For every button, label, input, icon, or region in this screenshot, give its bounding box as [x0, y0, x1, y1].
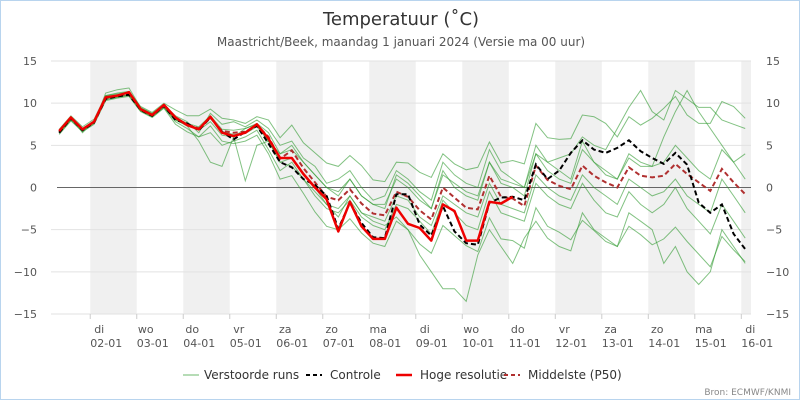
x-tick-date: 12-01 [555, 337, 587, 350]
x-tick-date: 13-01 [602, 337, 634, 350]
y-axis-right: 15 10 5 0 −5 −10 −15 [766, 55, 789, 321]
legend: Verstoorde runs Controle Hoge resolutie … [183, 368, 622, 382]
y-tick-label-right: −5 [766, 224, 782, 237]
source-credit: Bron: ECMWF/KNMI [704, 388, 791, 398]
x-tick-day: za [279, 323, 292, 336]
x-tick-date: 08-01 [369, 337, 401, 350]
x-tick-day: ma [370, 323, 387, 336]
x-tick-date: 03-01 [137, 337, 169, 350]
y-tick-label-left: 0 [30, 182, 37, 195]
x-tick-date: 16-01 [741, 337, 773, 350]
controle-line [58, 93, 746, 250]
y-tick-label-left: −10 [14, 266, 37, 279]
x-tick-day: wo [463, 323, 479, 336]
x-tick-date: 05-01 [230, 337, 262, 350]
x-tick-day: di [420, 323, 430, 336]
x-tick-day: za [605, 323, 618, 336]
x-axis: di02-01wo03-01do04-01vr05-01za06-01zo07-… [89, 314, 773, 350]
y-tick-label-left: 10 [23, 97, 37, 110]
x-tick-day: di [94, 323, 104, 336]
chart-title: Temperatuur (˚C) [322, 9, 479, 30]
y-tick-label-right: −10 [766, 266, 789, 279]
legend-label-p50[interactable]: Middelste (P50) [528, 368, 622, 382]
y-tick-label-left: −5 [21, 224, 37, 237]
legend-label-ensemble[interactable]: Verstoorde runs [204, 368, 299, 382]
y-tick-label-right: 10 [766, 97, 780, 110]
x-tick-day: vr [559, 323, 571, 336]
x-tick-date: 04-01 [183, 337, 215, 350]
y-tick-label-right: −15 [766, 308, 789, 321]
legend-label-hoge-resolutie[interactable]: Hoge resolutie [420, 368, 507, 382]
y-axis-left: 15 10 5 0 −5 −10 −15 [14, 55, 37, 321]
y-tick-label-right: 5 [766, 139, 773, 152]
x-tick-date: 07-01 [323, 337, 355, 350]
x-tick-date: 09-01 [416, 337, 448, 350]
y-tick-label-left: 15 [23, 55, 37, 68]
x-tick-date: 10-01 [462, 337, 494, 350]
y-tick-label-right: 0 [766, 182, 773, 195]
x-tick-day: vr [233, 323, 245, 336]
chart-subtitle: Maastricht/Beek, maandag 1 januari 2024 … [217, 35, 585, 49]
x-tick-date: 02-01 [90, 337, 122, 350]
y-tick-label-right: 15 [766, 55, 780, 68]
ensemble-member-line [58, 90, 746, 183]
x-tick-day: ma [695, 323, 712, 336]
legend-label-controle[interactable]: Controle [330, 368, 381, 382]
x-tick-day: do [185, 323, 199, 336]
x-tick-date: 06-01 [276, 337, 308, 350]
ensemble-member-line [58, 95, 746, 268]
x-tick-day: zo [326, 323, 339, 336]
y-tick-label-left: −15 [14, 308, 37, 321]
p50-line [58, 92, 746, 222]
hoge-resolutie-line [58, 90, 514, 242]
x-tick-day: do [511, 323, 525, 336]
x-tick-day: di [745, 323, 755, 336]
x-tick-day: zo [651, 323, 664, 336]
x-tick-day: wo [138, 323, 154, 336]
x-tick-date: 14-01 [648, 337, 680, 350]
ensemble-member-line [58, 94, 746, 239]
x-tick-date: 11-01 [509, 337, 541, 350]
series-lines [58, 87, 746, 303]
x-tick-date: 15-01 [695, 337, 727, 350]
y-tick-label-left: 5 [30, 139, 37, 152]
